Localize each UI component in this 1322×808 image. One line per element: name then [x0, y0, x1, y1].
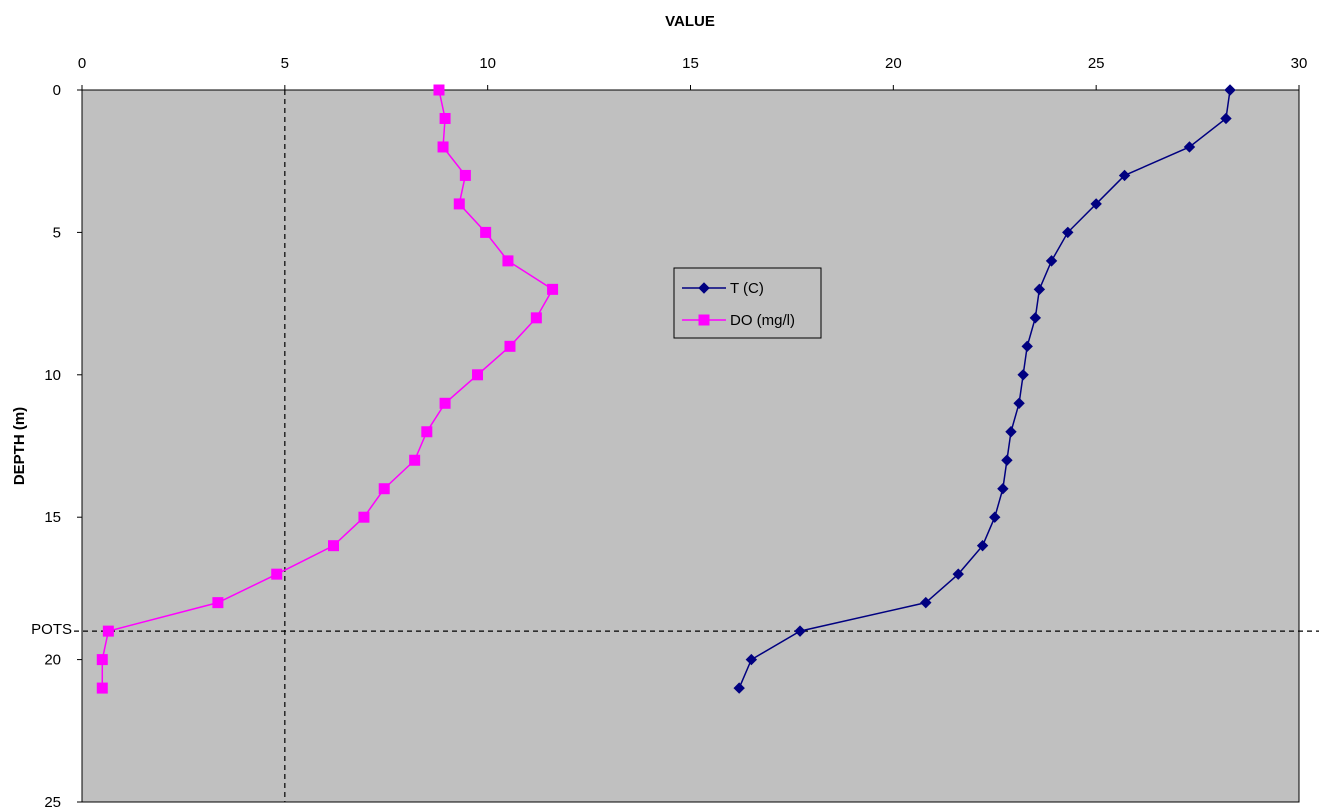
legend-marker-t [698, 282, 710, 294]
data-point-t [952, 568, 964, 580]
y-tick-label: 5 [53, 224, 61, 241]
x-tick-label: 10 [479, 55, 496, 72]
x-tick-label: 15 [682, 55, 699, 72]
data-point-t [1033, 283, 1046, 296]
data-point-t [976, 539, 989, 552]
data-point-do [504, 340, 516, 352]
data-point-do [96, 654, 108, 666]
legend-marker-do [698, 314, 710, 326]
legend-label-do: DO (mg/l) [730, 312, 795, 329]
x-tick-label: 5 [281, 55, 289, 72]
data-point-t [733, 682, 745, 694]
data-point-do [439, 397, 451, 409]
y-tick-label: 0 [53, 82, 61, 99]
data-point-t [794, 625, 806, 637]
data-point-t [920, 596, 932, 609]
x-tick-label: 30 [1291, 55, 1308, 72]
data-point-do [102, 625, 114, 637]
data-point-do [459, 169, 471, 181]
x-axis-title: VALUE [665, 13, 715, 30]
data-point-t [1045, 255, 1058, 267]
data-point-t [1220, 112, 1232, 125]
data-point-do [439, 112, 451, 124]
y-tick-label: 25 [44, 794, 61, 808]
data-point-t [1090, 198, 1102, 210]
data-point-t [997, 483, 1009, 495]
data-point-do [433, 84, 445, 96]
data-point-do [378, 483, 390, 495]
plot-area [81, 89, 1300, 803]
pots-label: POTS [31, 621, 72, 638]
data-point-do [453, 198, 465, 210]
data-point-do [212, 597, 224, 609]
y-tick-label: 10 [44, 367, 61, 384]
x-tick-label: 0 [78, 55, 86, 72]
legend-label-t: T (C) [730, 280, 764, 297]
data-point-t [1183, 141, 1196, 153]
data-point-t [1118, 169, 1131, 182]
data-point-do [502, 255, 514, 267]
legend: T (C) DO (mg/l) [673, 267, 822, 339]
x-tick-label: 25 [1088, 55, 1105, 72]
x-tick-label: 20 [885, 55, 902, 72]
data-point-do [547, 283, 559, 295]
data-point-t [989, 511, 1001, 523]
data-point-do [328, 540, 340, 552]
data-point-t [1005, 426, 1017, 438]
y-axis-title: DEPTH (m) [11, 407, 28, 485]
y-tick-label: 20 [44, 652, 61, 669]
data-point-do [421, 426, 433, 438]
data-point-t [1062, 226, 1074, 239]
data-point-t [1224, 84, 1236, 96]
series-layer [96, 84, 1236, 694]
y-tick-label: 15 [44, 509, 61, 526]
data-point-do [409, 454, 421, 466]
data-point-do [480, 226, 492, 238]
reference-lines [74, 90, 1319, 802]
data-point-do [530, 312, 542, 324]
x-axis-ticks: 0 5 10 15 20 25 30 [78, 55, 1308, 90]
series-line [738, 89, 1231, 689]
data-point-do [472, 369, 484, 381]
series-line [101, 89, 554, 689]
y-axis-ticks: 0 5 10 15 20 25 [44, 82, 82, 808]
data-point-t [1021, 340, 1033, 353]
data-point-t [1001, 454, 1013, 466]
data-point-do [437, 141, 449, 153]
data-point-do [271, 568, 283, 580]
data-point-t [1013, 397, 1025, 409]
data-point-t [1017, 369, 1029, 381]
data-point-t [745, 653, 758, 666]
data-point-t [1029, 312, 1042, 324]
data-point-do [96, 682, 108, 694]
data-point-do [358, 511, 370, 523]
legend-box [673, 267, 822, 339]
